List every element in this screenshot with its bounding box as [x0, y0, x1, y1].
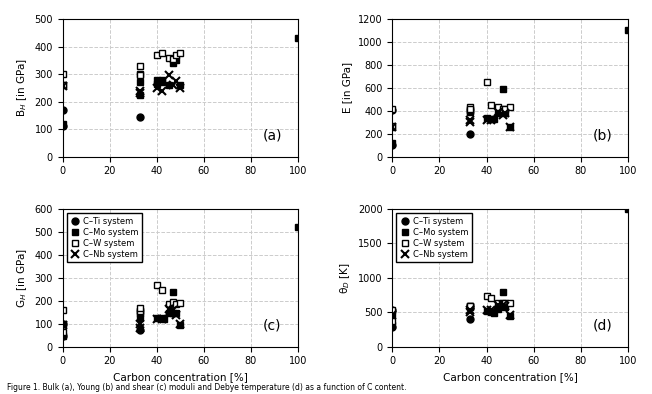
Y-axis label: B$_H$ [in GPa]: B$_H$ [in GPa] — [15, 58, 29, 117]
Legend: C–Ti system, C–Mo system, C–W system, C–Nb system: C–Ti system, C–Mo system, C–W system, C–… — [67, 213, 142, 262]
Y-axis label: E [in GPa]: E [in GPa] — [342, 62, 352, 113]
Y-axis label: θ$_D$ [K]: θ$_D$ [K] — [338, 262, 352, 294]
Text: (c): (c) — [263, 319, 281, 333]
Text: Figure 1. Bulk (a), Young (b) and shear (c) moduli and Debye temperature (d) as : Figure 1. Bulk (a), Young (b) and shear … — [7, 383, 406, 392]
Text: (d): (d) — [593, 319, 612, 333]
Text: (b): (b) — [593, 129, 612, 143]
Text: (a): (a) — [263, 129, 282, 143]
X-axis label: Carbon concentration [%]: Carbon concentration [%] — [443, 372, 578, 382]
X-axis label: Carbon concentration [%]: Carbon concentration [%] — [113, 372, 248, 382]
Legend: C–Ti system, C–Mo system, C–W system, C–Nb system: C–Ti system, C–Mo system, C–W system, C–… — [396, 213, 472, 262]
Y-axis label: G$_H$ [in GPa]: G$_H$ [in GPa] — [15, 248, 29, 308]
